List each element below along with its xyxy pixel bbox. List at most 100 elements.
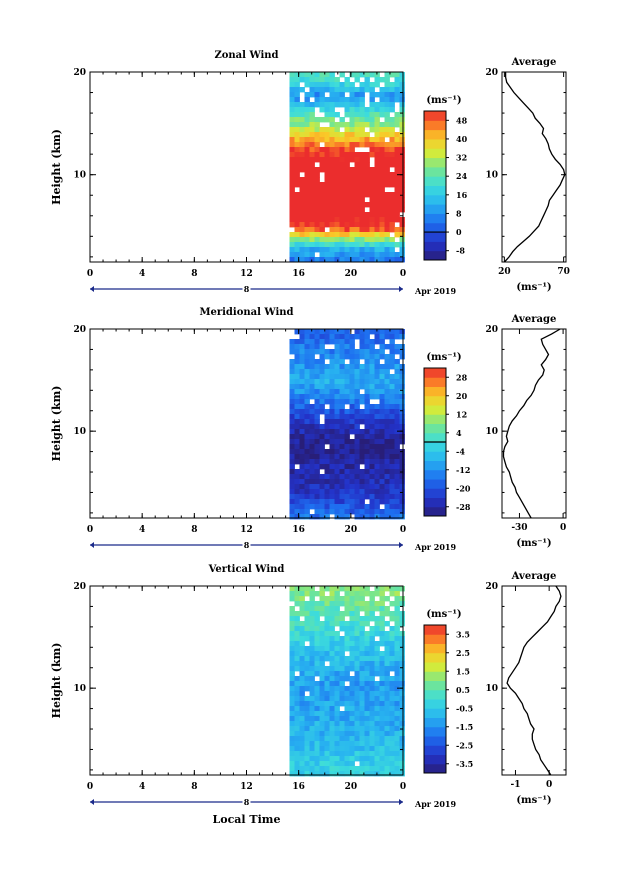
heatmap-cell [379, 601, 385, 607]
heatmap-cell [299, 339, 305, 345]
heatmap-cell [309, 464, 315, 470]
heatmap-cell [344, 172, 350, 178]
heatmap-cell [374, 766, 380, 772]
heatmap-cell [364, 454, 370, 460]
heatmap-cell [354, 646, 360, 652]
heatmap-cell [334, 197, 340, 203]
heatmap-cell [329, 434, 335, 440]
heatmap-cell [369, 449, 375, 455]
heatmap-cell [309, 147, 315, 153]
heatmap-cell [374, 152, 380, 158]
heatmap-cell [389, 681, 395, 687]
colorbar-tick-label: 3.5 [456, 629, 470, 639]
heatmap-cell [389, 509, 395, 515]
heatmap-cell [289, 82, 295, 88]
heatmap-cell [369, 379, 375, 385]
heatmap-cell [304, 479, 310, 485]
heatmap-cell [379, 247, 385, 253]
heatmap-cell [314, 257, 320, 263]
heatmap-cell [374, 606, 380, 612]
heatmap-cell [374, 112, 380, 118]
heatmap-cell [304, 444, 310, 450]
heatmap-cell [344, 626, 350, 632]
heatmap-cell [344, 454, 350, 460]
heatmap-cell [299, 142, 305, 148]
heatmap-cell [364, 721, 370, 727]
colorbar-segment [424, 368, 446, 378]
colorbar-tick-label: 0.5 [456, 685, 470, 695]
heatmap-cell [304, 142, 310, 148]
heatmap-cell [294, 112, 300, 118]
heatmap-cell [344, 641, 350, 647]
heatmap-cell [379, 187, 385, 193]
heatmap-cell [334, 202, 340, 208]
heatmap-cell [329, 721, 335, 727]
heatmap-cell [329, 611, 335, 617]
heatmap-cell [334, 222, 340, 228]
heatmap-cell [324, 247, 330, 253]
heatmap-cell [304, 459, 310, 465]
heatmap-cell [304, 696, 310, 702]
heatmap-cell [374, 122, 380, 128]
heatmap-cell [364, 641, 370, 647]
heatmap-cell [359, 696, 365, 702]
heatmap-cell [354, 77, 360, 83]
heatmap-cell [309, 142, 315, 148]
heatmap-cell [389, 646, 395, 652]
heatmap-cell [364, 389, 370, 395]
heatmap-cell [389, 726, 395, 732]
heatmap-cell [399, 364, 405, 370]
heatmap-cell [369, 394, 375, 400]
heatmap-cell [329, 167, 335, 173]
heatmap-cell [309, 444, 315, 450]
heatmap-cell [359, 641, 365, 647]
heatmap-cell [339, 344, 345, 350]
heatmap-cell [319, 212, 325, 218]
heatmap-cell [374, 142, 380, 148]
heatmap-cell [384, 167, 390, 173]
heatmap-cell [364, 424, 370, 430]
heatmap-cell [299, 202, 305, 208]
colorbar-tick-label: 4 [456, 428, 462, 438]
heatmap-cell [389, 162, 395, 168]
heatmap-cell [359, 102, 365, 108]
heatmap-cell [399, 394, 405, 400]
heatmap-cell [374, 102, 380, 108]
heatmap-cell [329, 374, 335, 380]
heatmap-cell [389, 661, 395, 667]
heatmap-cell [309, 157, 315, 163]
heatmap-cell [334, 611, 340, 617]
heatmap-cell [319, 257, 325, 263]
heatmap-cell [394, 389, 400, 395]
heatmap-cell [394, 197, 400, 203]
heatmap-cell [399, 631, 405, 637]
heatmap-cell [349, 489, 355, 495]
heatmap-cell [364, 429, 370, 435]
heatmap-cell [339, 751, 345, 757]
heatmap-cell [374, 127, 380, 133]
heatmap-cell [294, 514, 300, 520]
heatmap-cell [374, 681, 380, 687]
heatmap-cell [349, 469, 355, 475]
heatmap-cell [359, 586, 365, 592]
heatmap-cell [399, 354, 405, 360]
heatmap-cell [289, 741, 295, 747]
heatmap-cell [394, 384, 400, 390]
heatmap-cell [359, 706, 365, 712]
heatmap-cell [359, 449, 365, 455]
heatmap-cell [324, 716, 330, 722]
heatmap-cell [359, 489, 365, 495]
heatmap-cell [289, 706, 295, 712]
heatmap-cell [369, 192, 375, 198]
heatmap-cell [329, 364, 335, 370]
heatmap-cell [374, 187, 380, 193]
heatmap-cell [314, 72, 320, 78]
heatmap-cell [289, 197, 295, 203]
heatmap-cell [294, 157, 300, 163]
heatmap-cell [324, 651, 330, 657]
heatmap-cell [389, 152, 395, 158]
heatmap-cell [304, 409, 310, 415]
heatmap-cell [384, 142, 390, 148]
heatmap-cell [349, 646, 355, 652]
